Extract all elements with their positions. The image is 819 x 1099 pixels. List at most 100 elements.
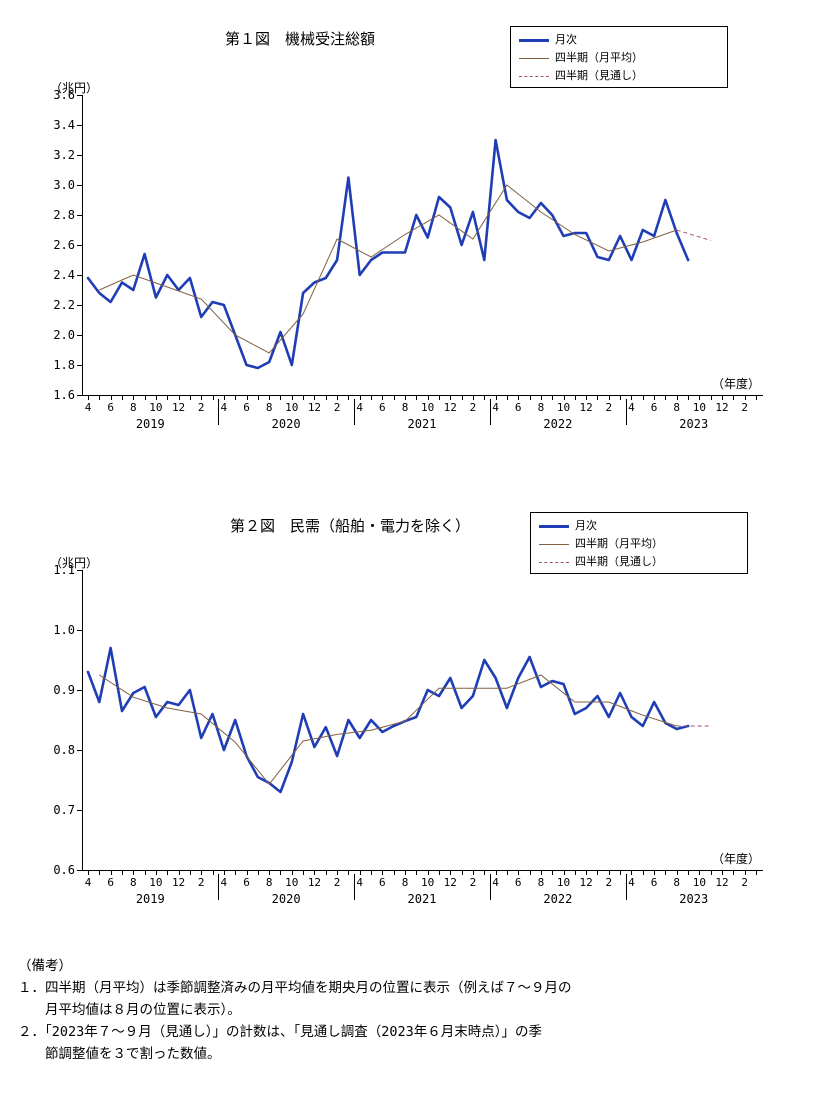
x-year-label: 2019 bbox=[136, 417, 165, 431]
legend-item: 四半期（月平均） bbox=[519, 49, 719, 67]
xtick-mark bbox=[586, 870, 587, 875]
xtick-mark bbox=[722, 395, 723, 400]
xtick-mark bbox=[428, 870, 429, 875]
xtick-label: 10 bbox=[693, 876, 706, 889]
legend-label: 四半期（見通し） bbox=[555, 67, 643, 85]
ytick-label: 0.7 bbox=[47, 803, 75, 817]
xtick-mark bbox=[394, 870, 395, 875]
ytick-label: 0.6 bbox=[47, 863, 75, 877]
xtick-mark bbox=[326, 395, 327, 400]
ytick-mark bbox=[77, 125, 82, 126]
xtick-label: 2 bbox=[470, 876, 477, 889]
xtick-label: 12 bbox=[444, 401, 457, 414]
ytick-label: 1.1 bbox=[47, 563, 75, 577]
xtick-mark bbox=[224, 870, 225, 875]
legend-swatch-monthly bbox=[519, 39, 549, 42]
xtick-mark bbox=[337, 395, 338, 400]
legend-label: 四半期（月平均） bbox=[555, 49, 643, 67]
ytick-mark bbox=[77, 750, 82, 751]
xtick-mark bbox=[439, 870, 440, 875]
xtick-mark bbox=[145, 870, 146, 875]
xtick-label: 4 bbox=[628, 876, 635, 889]
legend-label: 月次 bbox=[575, 517, 597, 535]
xtick-mark bbox=[711, 870, 712, 875]
year-divider bbox=[218, 874, 219, 900]
xtick-mark bbox=[462, 395, 463, 400]
xtick-mark bbox=[665, 870, 666, 875]
xtick-mark bbox=[360, 395, 361, 400]
xtick-mark bbox=[756, 870, 757, 875]
xtick-mark bbox=[190, 870, 191, 875]
xtick-mark bbox=[507, 870, 508, 875]
x-year-label: 2023 bbox=[679, 892, 708, 906]
xtick-mark bbox=[745, 395, 746, 400]
xtick-mark bbox=[631, 870, 632, 875]
xtick-mark bbox=[733, 870, 734, 875]
xtick-mark bbox=[416, 395, 417, 400]
xtick-mark bbox=[518, 870, 519, 875]
x-year-label: 2020 bbox=[272, 892, 301, 906]
xtick-mark bbox=[122, 870, 123, 875]
legend-swatch-forecast bbox=[519, 76, 549, 77]
notes-line: １．四半期（月平均）は季節調整済みの月平均値を期央月の位置に表示（例えば７～９月… bbox=[18, 977, 798, 999]
legend-item: 四半期（見通し） bbox=[539, 553, 739, 571]
year-divider bbox=[354, 399, 355, 425]
x-year-label: 2023 bbox=[679, 417, 708, 431]
xtick-mark bbox=[371, 870, 372, 875]
ytick-label: 2.2 bbox=[47, 298, 75, 312]
ytick-label: 2.8 bbox=[47, 208, 75, 222]
x-year-label: 2021 bbox=[408, 892, 437, 906]
xtick-mark bbox=[428, 395, 429, 400]
xtick-mark bbox=[541, 395, 542, 400]
xtick-mark bbox=[484, 395, 485, 400]
legend-swatch-monthly bbox=[539, 525, 569, 528]
xtick-mark bbox=[314, 870, 315, 875]
ytick-label: 0.9 bbox=[47, 683, 75, 697]
legend-swatch-forecast bbox=[539, 562, 569, 563]
xtick-mark bbox=[473, 870, 474, 875]
ytick-mark bbox=[77, 215, 82, 216]
xtick-mark bbox=[122, 395, 123, 400]
xtick-label: 8 bbox=[673, 876, 680, 889]
xtick-label: 2 bbox=[606, 876, 613, 889]
ytick-mark bbox=[77, 810, 82, 811]
xtick-label: 8 bbox=[402, 401, 409, 414]
xtick-label: 8 bbox=[673, 401, 680, 414]
xtick-mark bbox=[677, 395, 678, 400]
xtick-mark bbox=[541, 870, 542, 875]
xtick-mark bbox=[450, 395, 451, 400]
xtick-label: 12 bbox=[580, 401, 593, 414]
legend-label: 月次 bbox=[555, 31, 577, 49]
xtick-mark bbox=[360, 870, 361, 875]
xtick-mark bbox=[292, 870, 293, 875]
xtick-mark bbox=[643, 870, 644, 875]
xtick-mark bbox=[269, 395, 270, 400]
xtick-label: 6 bbox=[651, 401, 658, 414]
xtick-mark bbox=[235, 395, 236, 400]
xtick-mark bbox=[711, 395, 712, 400]
xtick-label: 4 bbox=[492, 401, 499, 414]
xtick-mark bbox=[258, 870, 259, 875]
notes-line: ２．「2023年７～９月（見通し）」の計数は、「見通し調査（2023年６月末時点… bbox=[18, 1021, 798, 1043]
xtick-mark bbox=[620, 395, 621, 400]
xtick-mark bbox=[756, 395, 757, 400]
xtick-mark bbox=[699, 870, 700, 875]
xtick-mark bbox=[348, 870, 349, 875]
xtick-label: 8 bbox=[266, 876, 273, 889]
xtick-mark bbox=[405, 870, 406, 875]
xtick-mark bbox=[677, 870, 678, 875]
legend: 月次四半期（月平均）四半期（見通し） bbox=[510, 26, 728, 88]
xtick-mark bbox=[609, 395, 610, 400]
xtick-label: 4 bbox=[85, 876, 92, 889]
ytick-label: 1.6 bbox=[47, 388, 75, 402]
legend: 月次四半期（月平均）四半期（見通し） bbox=[530, 512, 748, 574]
legend-swatch-quarterly bbox=[539, 544, 569, 545]
year-divider bbox=[490, 874, 491, 900]
xtick-mark bbox=[507, 395, 508, 400]
x-year-label: 2022 bbox=[543, 417, 572, 431]
xtick-mark bbox=[699, 395, 700, 400]
ytick-mark bbox=[77, 275, 82, 276]
xtick-mark bbox=[394, 395, 395, 400]
xtick-mark bbox=[303, 870, 304, 875]
xtick-mark bbox=[631, 395, 632, 400]
